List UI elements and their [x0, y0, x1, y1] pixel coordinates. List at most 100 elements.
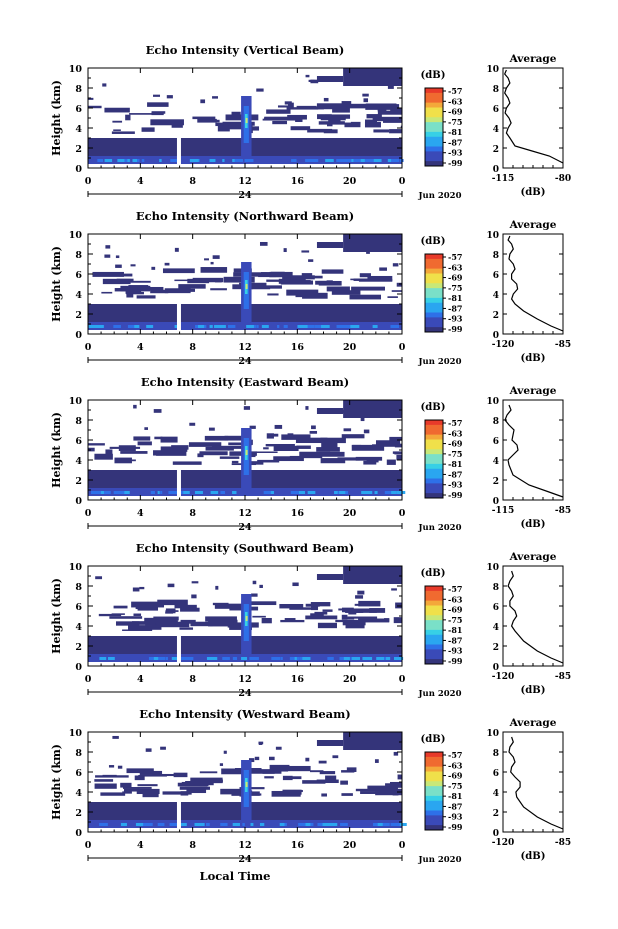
echo-patch	[310, 613, 324, 618]
colorbar-cell	[425, 97, 443, 104]
echo-streak	[113, 491, 124, 494]
colorbar-unit: (dB)	[421, 236, 446, 247]
echo-patch	[365, 119, 378, 123]
echo-patch	[266, 433, 274, 439]
echo-streak	[314, 325, 325, 328]
colorbar-cell	[425, 590, 443, 597]
echo-patch	[323, 129, 338, 134]
colorbar-cell	[425, 771, 443, 777]
echo-patch	[133, 436, 151, 441]
echo-patch	[144, 617, 163, 624]
echo-patch	[337, 457, 360, 461]
colorbar-cell	[425, 288, 443, 294]
echo-band	[88, 488, 402, 496]
y-axis-label: Height (km)	[50, 80, 63, 156]
echo-patch	[128, 625, 162, 630]
echo-streak	[374, 491, 378, 494]
echo-patch	[219, 763, 224, 766]
echo-patch	[269, 756, 275, 761]
x-tick-label: 8	[189, 176, 196, 187]
echo-streak	[246, 325, 254, 328]
echo-patch	[299, 451, 331, 457]
echo-patch	[212, 96, 219, 99]
echo-streak	[187, 657, 194, 660]
echo-patch	[208, 620, 234, 627]
average-plot: Average 0 2 4 6 8 10 -115 -80 (dB)	[486, 53, 571, 198]
colorbar-tick-label: -87	[448, 469, 462, 479]
echo-patch	[279, 603, 304, 609]
echo-patch	[391, 588, 397, 591]
echo-cloud	[316, 574, 344, 580]
echo-patch	[197, 118, 217, 123]
echo-patch	[346, 103, 378, 109]
echo-patch	[217, 125, 230, 132]
echo-patch	[395, 602, 402, 609]
echo-patch	[160, 746, 166, 750]
echo-patch	[389, 129, 402, 134]
colorbar-cell	[425, 263, 443, 270]
echo-patch	[309, 430, 318, 434]
y-tick-label: 2	[75, 808, 82, 819]
average-x-label: (dB)	[521, 851, 546, 862]
colorbar-cell	[425, 610, 443, 616]
y-tick-label: 6	[75, 436, 82, 447]
y-tick-label: 10	[69, 230, 83, 241]
echo-patch	[223, 276, 255, 283]
echo-streak	[146, 325, 153, 328]
echo-patch	[125, 289, 142, 294]
colorbar-tick-label: -75	[448, 283, 462, 293]
colorbar-cell	[425, 488, 443, 494]
average-y-tick-label: 4	[493, 125, 499, 135]
echo-patch	[287, 102, 294, 109]
echo-patch	[342, 620, 366, 626]
echo-streak	[256, 325, 259, 328]
average-plot: Average 0 2 4 6 8 10 -115 -85 (dB)	[486, 385, 571, 530]
echo-streak	[209, 325, 213, 328]
echo-patch	[280, 765, 311, 772]
echo-streak	[120, 159, 131, 162]
echo-patch	[199, 771, 218, 774]
echo-streak	[104, 159, 113, 162]
colorbar-tick-label: -63	[448, 760, 463, 770]
echo-patch	[244, 461, 264, 465]
echo-streak	[157, 491, 160, 494]
echo-streak	[263, 491, 271, 494]
colorbar-cell	[425, 151, 443, 157]
echo-patch	[321, 442, 338, 449]
echo-patch	[365, 104, 400, 110]
colorbar-unit: (dB)	[421, 568, 446, 579]
echo-patch	[332, 107, 350, 113]
heatmap-field	[88, 732, 407, 828]
colorbar-tick-label: -57	[448, 418, 462, 428]
echo-patch	[366, 114, 382, 119]
echo-patch	[393, 751, 399, 756]
echo-patch	[88, 443, 105, 446]
echo-patch	[345, 610, 364, 613]
echo-streak	[102, 491, 111, 494]
echo-streak	[388, 159, 393, 162]
echo-patch	[210, 261, 214, 265]
echo-patch	[174, 247, 179, 252]
echo-patch	[171, 445, 189, 450]
echo-streak	[158, 657, 166, 660]
echo-patch	[101, 291, 113, 294]
echo-patch	[289, 455, 323, 459]
colorbar: -57-63-69-75-81-87-93-99	[424, 584, 463, 666]
colorbar-cell	[425, 117, 443, 123]
colorbar-cell	[425, 136, 443, 143]
average-y-tick-label: 0	[493, 165, 499, 175]
colorbar-tick-label: -63	[448, 594, 463, 604]
echo-patch	[302, 292, 328, 299]
echo-streak	[279, 823, 285, 826]
echo-patch	[139, 586, 145, 590]
y-tick-label: 0	[75, 330, 82, 341]
echo-patch	[245, 601, 277, 606]
echo-patch	[258, 741, 264, 745]
echo-patch	[305, 74, 310, 78]
echo-streak	[307, 159, 314, 162]
x-tick-label: 20	[343, 840, 357, 851]
colorbar-cell	[425, 786, 443, 792]
colorbar-tick-label: -93	[448, 148, 463, 158]
echo-patch	[156, 451, 187, 456]
